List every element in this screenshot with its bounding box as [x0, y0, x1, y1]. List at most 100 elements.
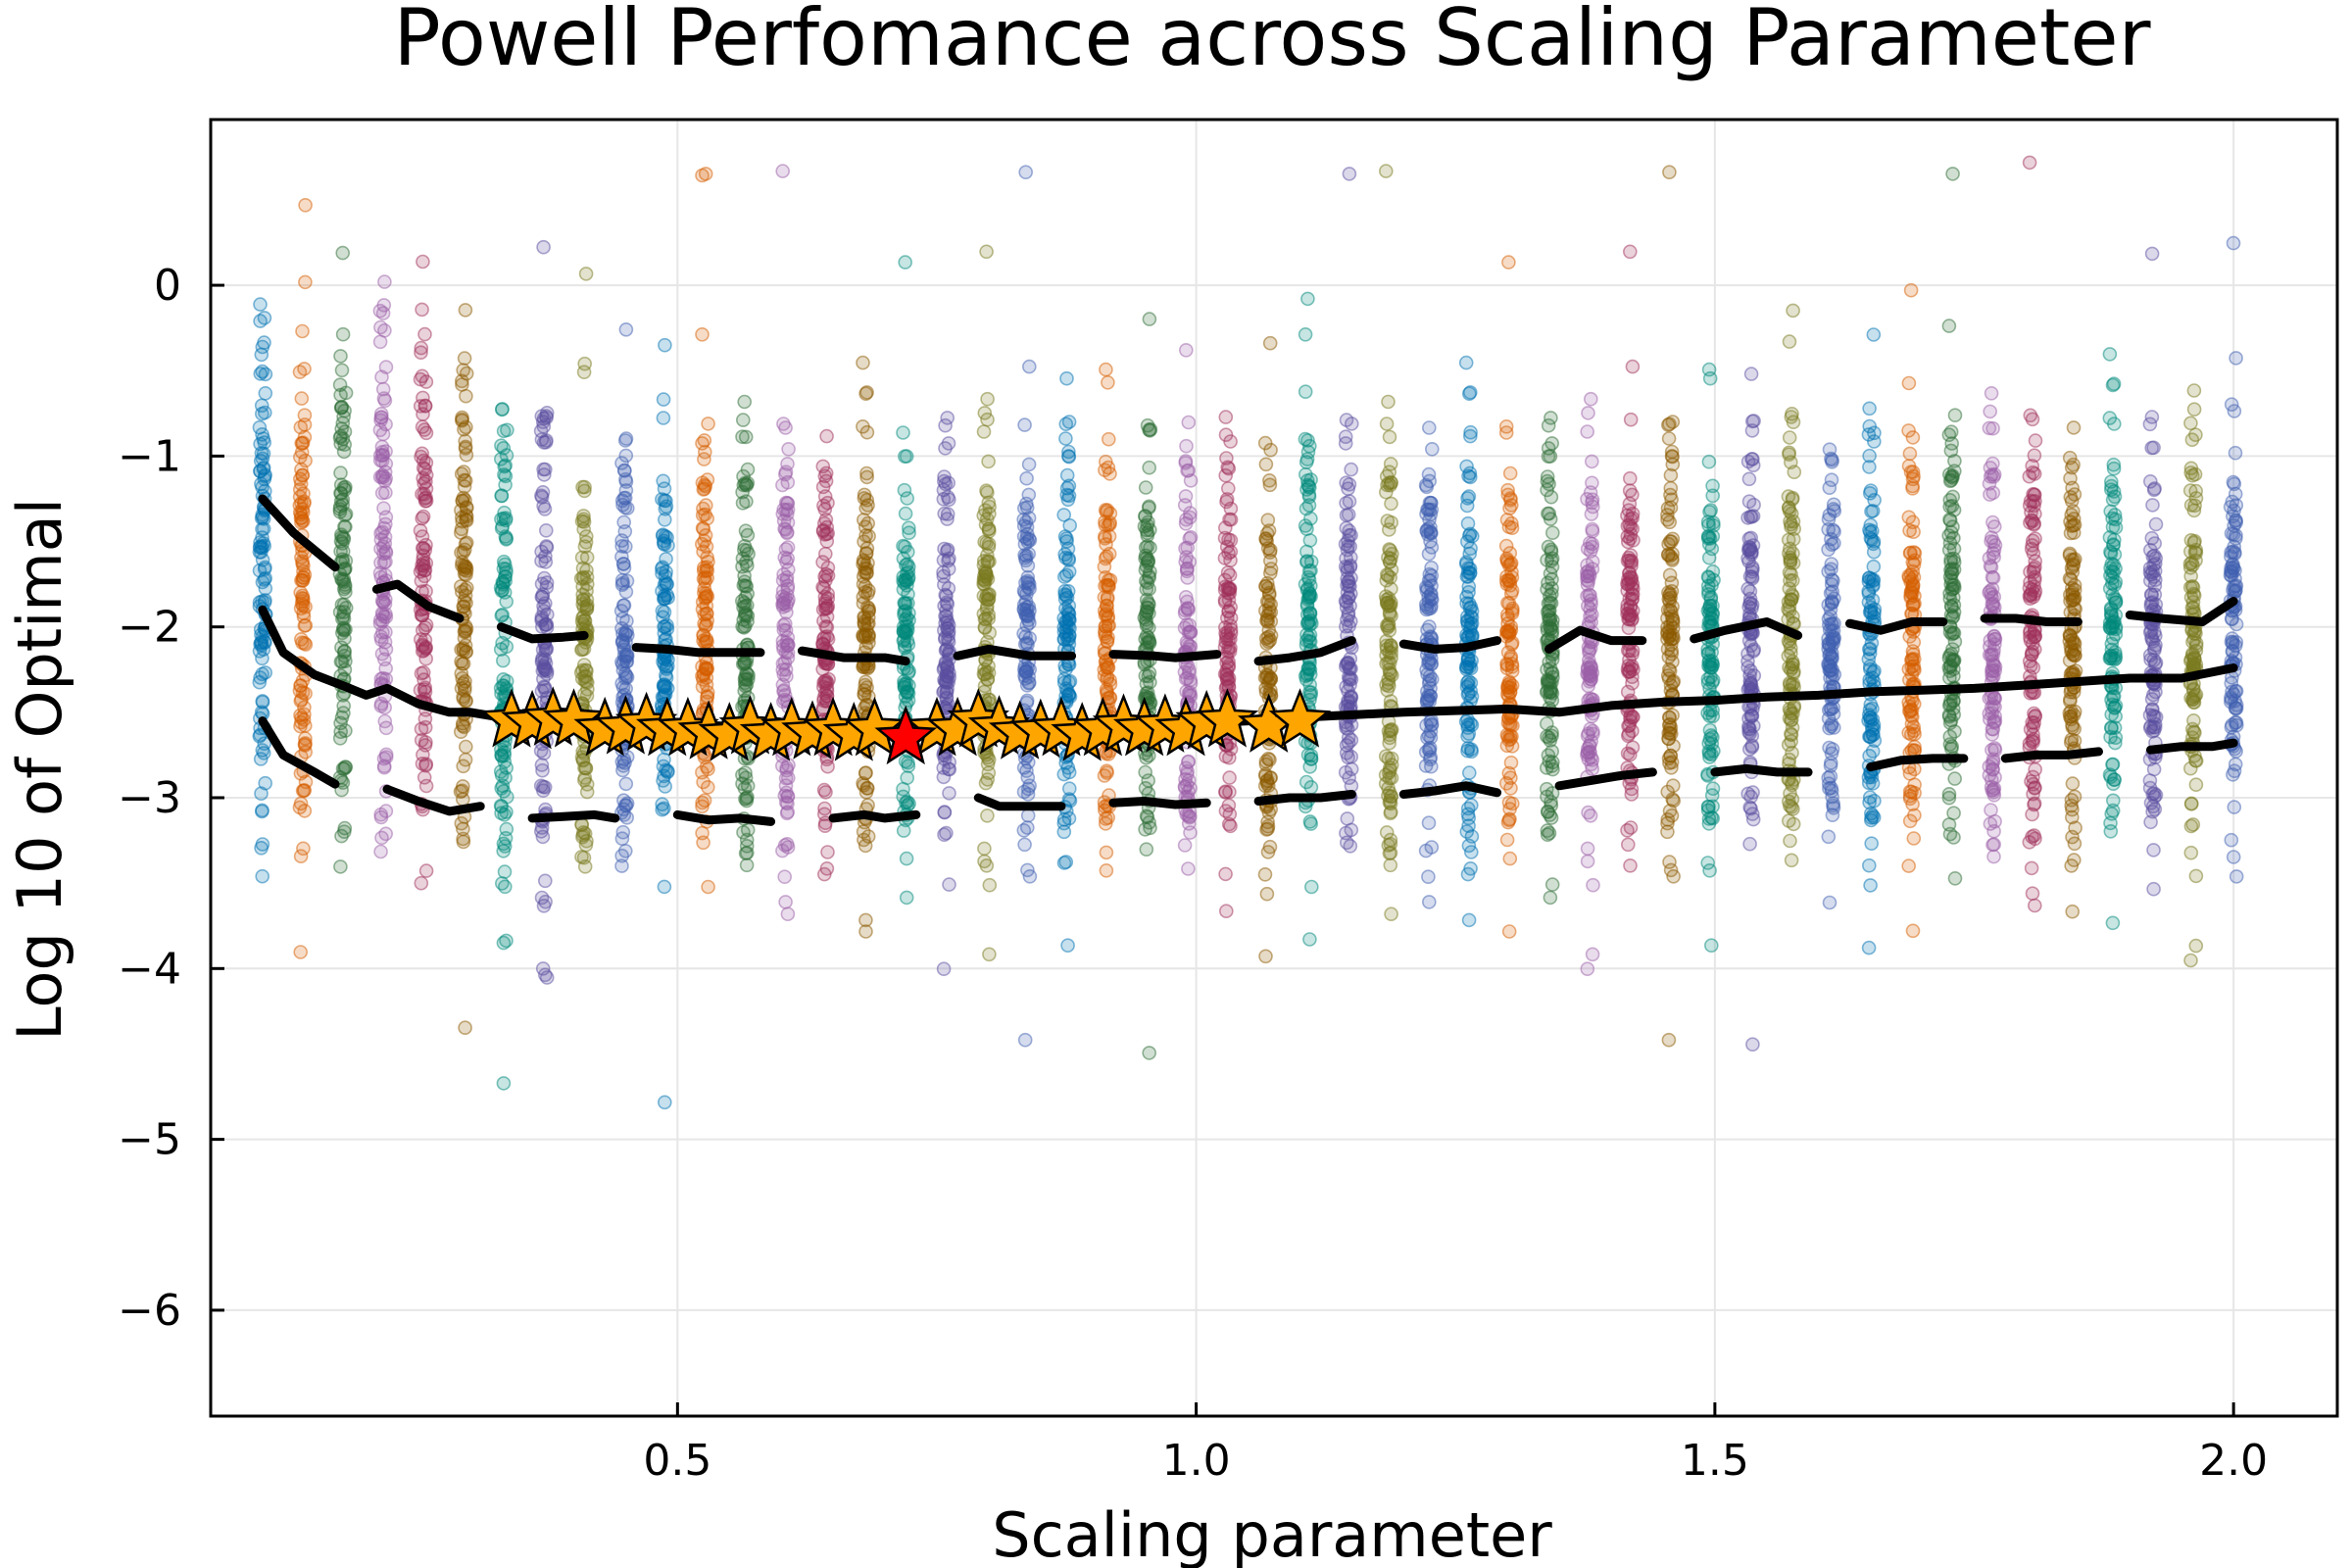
- scatter-point: [1745, 785, 1760, 800]
- scatter-point: [418, 583, 433, 599]
- scatter-point: [1585, 539, 1599, 555]
- scatter-point: [1781, 612, 1795, 627]
- scatter-point: [375, 381, 391, 397]
- scatter-point: [1625, 675, 1640, 691]
- scatter-point: [699, 560, 714, 575]
- scatter-point: [1821, 829, 1837, 845]
- scatter-point: [2028, 433, 2043, 448]
- scatter-point: [456, 831, 470, 847]
- scatter-point: [1624, 781, 1640, 797]
- scatter-point: [1262, 632, 1278, 648]
- scatter-point: [334, 363, 350, 378]
- scatter-point: [936, 769, 952, 785]
- scatter-point: [1219, 628, 1234, 644]
- scatter-point: [373, 319, 388, 335]
- scatter-point: [255, 868, 270, 884]
- scatter-point: [1057, 569, 1072, 584]
- scatter-point: [1182, 531, 1198, 546]
- scatter-point: [1941, 790, 1957, 806]
- scatter-point: [458, 559, 473, 574]
- scatter-point: [1344, 462, 1358, 477]
- scatter-point: [1701, 569, 1716, 585]
- scatter-point: [1298, 668, 1313, 684]
- scatter-point: [536, 462, 551, 477]
- scatter-point: [1662, 588, 1677, 603]
- scatter-point: [1016, 784, 1032, 800]
- scatter-point: [1822, 740, 1837, 756]
- scatter-point: [1021, 457, 1037, 472]
- scatter-point: [535, 762, 550, 778]
- scatter-point: [1944, 600, 1959, 614]
- scatter-point: [1382, 735, 1396, 751]
- scatter-point: [775, 164, 791, 178]
- scatter-point: [1464, 744, 1479, 760]
- scatter-point: [253, 635, 269, 651]
- scatter-point: [1180, 570, 1195, 585]
- scatter-point: [1381, 394, 1396, 410]
- scatter-point: [1017, 417, 1032, 432]
- scatter-point: [1300, 291, 1315, 307]
- scatter-point: [1701, 537, 1717, 552]
- scatter-point: [776, 642, 791, 657]
- scatter-point: [1503, 649, 1519, 664]
- scatter-point: [255, 803, 270, 818]
- scatter-point: [458, 441, 473, 456]
- scatter-point: [657, 768, 671, 784]
- scatter-point: [1142, 1046, 1156, 1060]
- scatter-point: [334, 529, 350, 545]
- scatter-point: [1017, 1032, 1033, 1048]
- scatter-point: [2025, 886, 2040, 902]
- scatter-point: [1017, 837, 1032, 853]
- scatter-point: [1544, 627, 1559, 642]
- scatter-point: [1986, 837, 2001, 852]
- scatter-point: [658, 574, 673, 590]
- scatter-point: [1906, 647, 1921, 662]
- scatter-point: [1621, 550, 1637, 565]
- scatter-point: [414, 340, 429, 356]
- scatter-point: [780, 906, 796, 922]
- scatter-point: [1623, 244, 1638, 260]
- scatter-point: [455, 493, 470, 509]
- scatter-point: [457, 719, 471, 735]
- scatter-point: [1580, 424, 1594, 439]
- scatter-point: [1219, 492, 1235, 507]
- scatter-point: [535, 671, 551, 687]
- scatter-point: [575, 753, 591, 768]
- scatter-point: [1223, 553, 1238, 568]
- scatter-point: [900, 544, 915, 560]
- scatter-point: [1701, 550, 1717, 565]
- scatter-point: [1262, 335, 1278, 351]
- scatter-point: [1825, 645, 1839, 661]
- scatter-point: [1143, 564, 1157, 579]
- scatter-point: [1183, 506, 1198, 520]
- scatter-point: [458, 473, 473, 488]
- scatter-point: [696, 835, 710, 851]
- scatter-point: [537, 967, 553, 983]
- scatter-point: [1864, 606, 1879, 621]
- scatter-point: [539, 539, 554, 554]
- scatter-point: [1580, 841, 1595, 857]
- scatter-point: [2028, 708, 2042, 723]
- scatter-point: [659, 552, 673, 566]
- scatter-point: [1821, 776, 1837, 792]
- scatter-point: [1826, 707, 1841, 721]
- scatter-point: [1825, 631, 1839, 647]
- scatter-point: [575, 479, 590, 495]
- scatter-point: [1177, 778, 1193, 794]
- scatter-point: [1864, 769, 1880, 785]
- scatter-point: [336, 571, 352, 587]
- scatter-point: [701, 416, 715, 431]
- scatter-point: [1586, 877, 1600, 893]
- scatter-point: [578, 267, 594, 281]
- scatter-point: [253, 670, 268, 685]
- scatter-point: [1702, 709, 1717, 724]
- scatter-point: [1703, 592, 1719, 607]
- scatter-point: [979, 858, 995, 873]
- scatter-point: [1704, 938, 1719, 954]
- scatter-point: [538, 640, 554, 656]
- scatter-point: [415, 302, 429, 318]
- scatter-point: [1424, 651, 1439, 666]
- scatter-point: [1099, 362, 1113, 377]
- scatter-point: [1741, 471, 1757, 487]
- scatter-point: [1298, 384, 1313, 400]
